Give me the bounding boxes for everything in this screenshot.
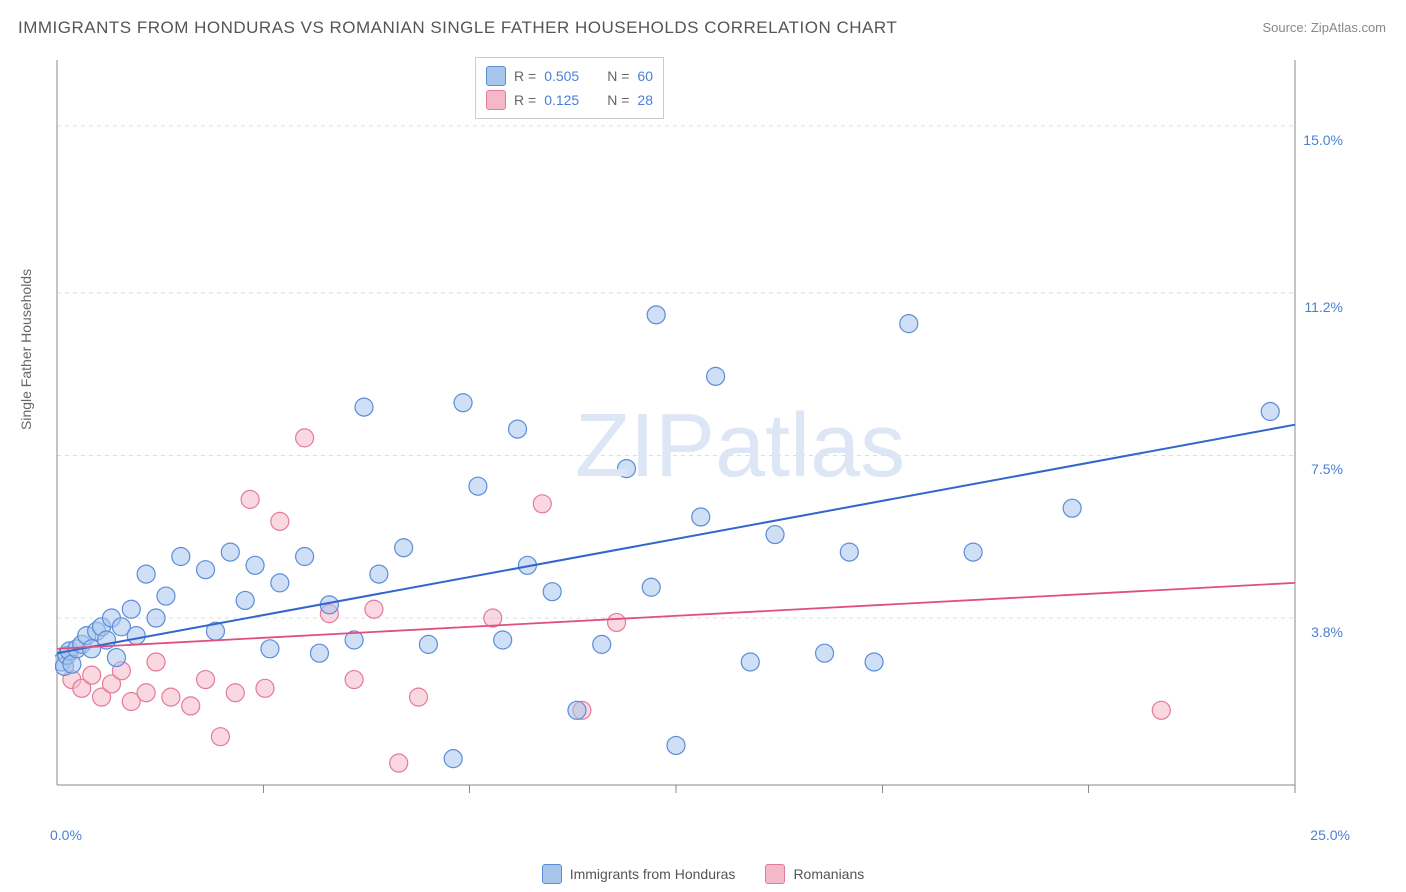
chart-title: IMMIGRANTS FROM HONDURAS VS ROMANIAN SIN… xyxy=(18,18,897,38)
scatter-plot-svg xyxy=(55,55,1345,815)
source-label: Source: ZipAtlas.com xyxy=(1262,20,1386,35)
x-max-label: 25.0% xyxy=(1310,827,1350,843)
chart-container: IMMIGRANTS FROM HONDURAS VS ROMANIAN SIN… xyxy=(0,0,1406,892)
stats-row-romanians: R = 0.125 N = 28 xyxy=(486,88,653,112)
n-val-honduras: 60 xyxy=(637,68,653,84)
n-val-romanians: 28 xyxy=(637,92,653,108)
x-origin-label: 0.0% xyxy=(50,827,82,843)
swatch-honduras xyxy=(542,864,562,884)
stats-legend: R = 0.505 N = 60 R = 0.125 N = 28 xyxy=(475,57,664,119)
bottom-legend: Immigrants from Honduras Romanians xyxy=(0,864,1406,884)
swatch-romanians xyxy=(486,90,506,110)
r-val-romanians: 0.125 xyxy=(544,92,579,108)
r-val-honduras: 0.505 xyxy=(544,68,579,84)
legend-label-honduras: Immigrants from Honduras xyxy=(570,866,736,882)
y-axis-label: Single Father Households xyxy=(18,269,34,430)
y-tick-label: 11.2% xyxy=(1304,299,1343,315)
y-tick-label: 15.0% xyxy=(1303,132,1343,148)
swatch-romanians xyxy=(765,864,785,884)
stats-row-honduras: R = 0.505 N = 60 xyxy=(486,64,653,88)
legend-label-romanians: Romanians xyxy=(793,866,864,882)
legend-item-honduras: Immigrants from Honduras xyxy=(542,864,736,884)
swatch-honduras xyxy=(486,66,506,86)
plot-area: 3.8%7.5%11.2%15.0% 0.0% 25.0% ZIPatlas R… xyxy=(55,55,1345,815)
y-tick-label: 7.5% xyxy=(1311,461,1343,477)
y-tick-label: 3.8% xyxy=(1311,624,1343,640)
legend-item-romanians: Romanians xyxy=(765,864,864,884)
